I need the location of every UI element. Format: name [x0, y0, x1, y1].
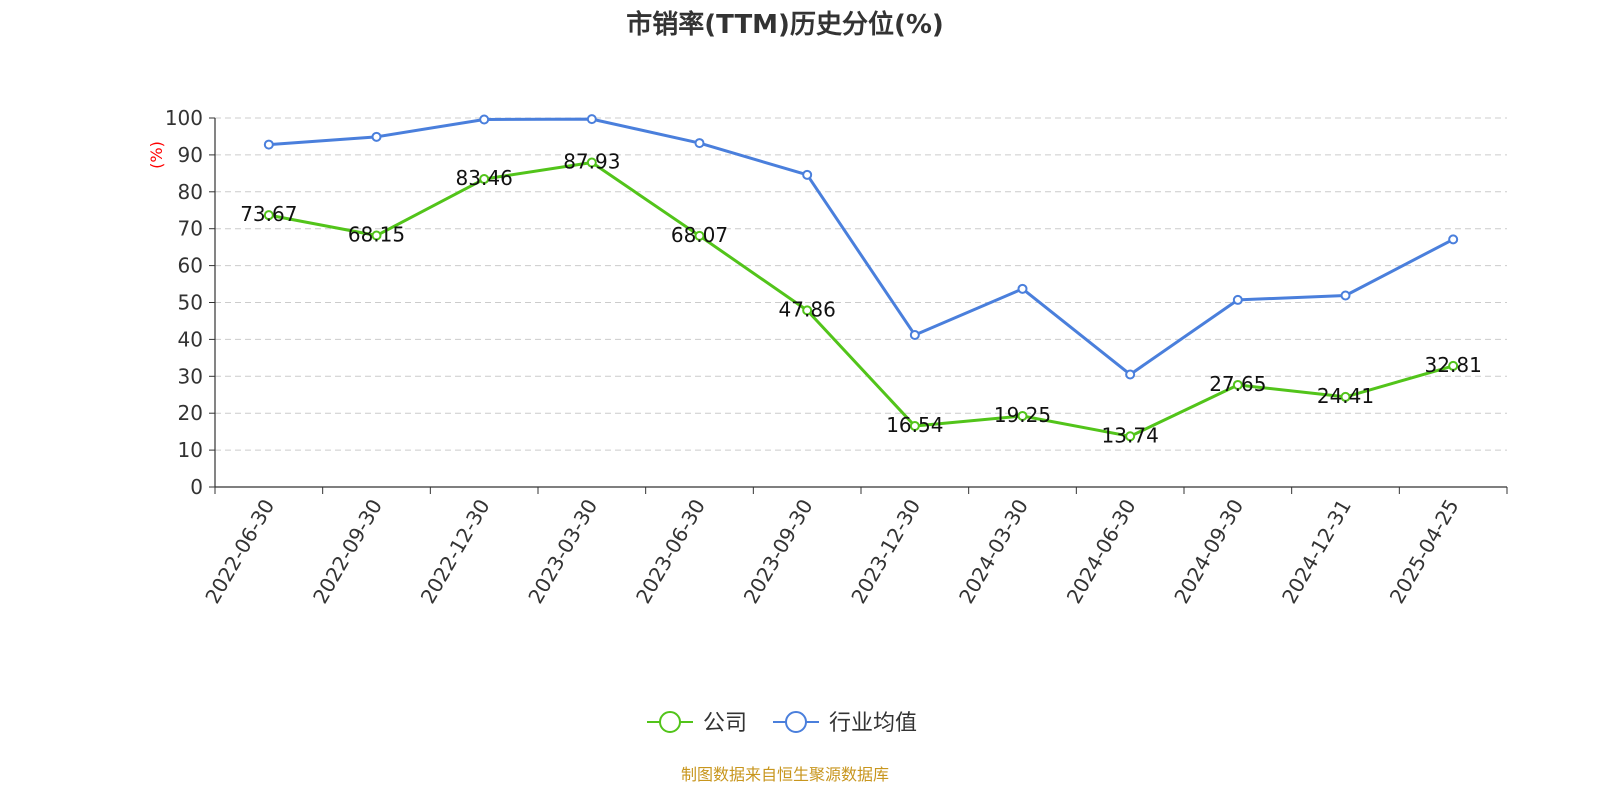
x-tick-label: 2025-04-25: [1385, 495, 1464, 608]
data-point[interactable]: [1125, 431, 1136, 442]
series-line: [268, 161, 1454, 438]
data-label: 68.15: [348, 223, 405, 247]
legend-marker: [785, 711, 807, 733]
data-point[interactable]: [802, 305, 813, 316]
y-tick-label: 50: [178, 291, 203, 315]
x-tick-label: 2024-09-30: [1169, 495, 1248, 608]
data-point[interactable]: [1017, 283, 1028, 294]
x-tick-label: 2024-12-31: [1277, 495, 1356, 608]
data-label: 47.86: [779, 297, 836, 321]
y-tick-label: 40: [178, 327, 203, 351]
data-label: 32.81: [1425, 353, 1482, 377]
x-tick-label: 2023-12-30: [846, 495, 925, 608]
chart-title: 市销率(TTM)历史分位(%): [626, 9, 944, 40]
grid-lines: [215, 117, 1507, 451]
legend-item[interactable]: 行业均值: [773, 711, 917, 736]
x-tick-label: 2022-09-30: [308, 495, 387, 608]
source-note: 制图数据来自恒生聚源数据库: [681, 765, 889, 784]
y-tick-label: 90: [178, 143, 203, 167]
data-point[interactable]: [1340, 290, 1351, 301]
data-point[interactable]: [263, 139, 274, 150]
x-tick-label: 2022-06-30: [200, 495, 279, 608]
data-point[interactable]: [802, 169, 813, 180]
legend-label: 公司: [703, 711, 747, 736]
data-point[interactable]: [1340, 391, 1351, 402]
data-point[interactable]: [586, 114, 597, 125]
data-point[interactable]: [694, 138, 705, 149]
data-point[interactable]: [263, 210, 274, 221]
x-tick-label: 2023-06-30: [631, 495, 710, 608]
data-label: 19.25: [994, 403, 1051, 427]
y-tick-label: 100: [165, 106, 203, 130]
data-point[interactable]: [1448, 360, 1459, 371]
data-point[interactable]: [909, 329, 920, 340]
y-tick-label: 0: [190, 475, 203, 499]
data-label: 73.67: [240, 202, 297, 226]
data-label: 16.54: [886, 413, 943, 437]
y-tick-label: 60: [178, 254, 203, 278]
data-label: 83.46: [456, 166, 513, 190]
legend[interactable]: 公司 行业均值: [647, 711, 917, 736]
y-tick-label: 80: [178, 180, 203, 204]
series-line: [268, 117, 1454, 376]
y-tick-label: 10: [178, 438, 203, 462]
data-point[interactable]: [371, 230, 382, 241]
x-tick-label: 2023-03-30: [523, 495, 602, 608]
x-tick-label: 2024-06-30: [1062, 495, 1141, 608]
data-label: 27.65: [1209, 372, 1266, 396]
y-axis-label: (%): [147, 141, 166, 169]
data-point[interactable]: [1017, 410, 1028, 421]
data-point[interactable]: [1125, 369, 1136, 380]
legend-marker: [659, 711, 681, 733]
series-layer: [263, 114, 1459, 442]
data-label: 87.93: [563, 150, 620, 174]
data-label: 68.07: [671, 223, 728, 247]
data-point[interactable]: [479, 174, 490, 185]
data-point[interactable]: [1232, 379, 1243, 390]
x-tick-label: 2024-03-30: [954, 495, 1033, 608]
data-label: 24.41: [1317, 384, 1374, 408]
data-point[interactable]: [1448, 234, 1459, 245]
data-point[interactable]: [909, 420, 920, 431]
data-labels: 73.67 68.15 83.46 87.93 68.07 47.86 16.54 19.25…: [240, 150, 1482, 448]
axes: 0 10 20 30 40 50 60 70 80 90 100 2022-06-30 2022-09-…: [165, 106, 1508, 608]
data-label: 13.74: [1102, 423, 1159, 447]
data-point[interactable]: [371, 131, 382, 142]
data-point[interactable]: [1232, 294, 1243, 305]
y-tick-label: 30: [178, 364, 203, 388]
legend-label: 行业均值: [829, 711, 917, 736]
y-tick-label: 70: [178, 217, 203, 241]
data-point[interactable]: [694, 230, 705, 241]
x-tick-label: 2023-09-30: [739, 495, 818, 608]
y-tick-label: 20: [178, 401, 203, 425]
data-point[interactable]: [479, 114, 490, 125]
x-tick-label: 2022-12-30: [416, 495, 495, 608]
data-point[interactable]: [586, 157, 597, 168]
legend-item[interactable]: 公司: [647, 711, 747, 736]
